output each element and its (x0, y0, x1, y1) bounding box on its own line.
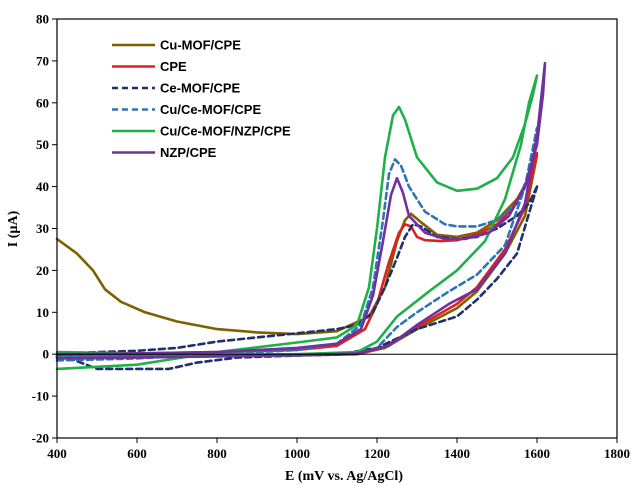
x-tick-label: 600 (127, 446, 147, 461)
y-tick-label: 0 (43, 347, 50, 362)
y-tick-label: 30 (36, 221, 49, 236)
x-tick-label: 400 (47, 446, 67, 461)
x-tick-label: 1000 (284, 446, 310, 461)
legend-label-nzp-cpe: NZP/CPE (160, 145, 217, 160)
x-tick-label: 800 (207, 446, 227, 461)
y-axis-title: I (µA) (6, 210, 21, 247)
legend-label-cu-mof-cpe: Cu-MOF/CPE (160, 38, 241, 53)
y-tick-label: 40 (36, 179, 49, 194)
x-axis: 400 600 800 1000 1200 1400 1600 1800 (47, 438, 630, 461)
legend-label-cu-ce-mof-cpe: Cu/Ce-MOF/CPE (160, 102, 261, 117)
x-tick-label: 1600 (524, 446, 550, 461)
y-tick-label: -20 (32, 431, 49, 446)
series-line-cu-ce-mof-cpe (55, 126, 539, 362)
plot-frame (56, 18, 618, 439)
y-tick-label: 50 (36, 137, 49, 152)
y-tick-label: 60 (36, 95, 49, 110)
legend-label-ce-mof-cpe: Ce-MOF/CPE (160, 81, 241, 96)
x-tick-label: 1200 (364, 446, 390, 461)
y-tick-label: 20 (36, 263, 49, 278)
legend-label-cu-ce-mof-nzp-cpe: Cu/Ce-MOF/NZP/CPE (160, 124, 291, 139)
x-tick-label: 1400 (444, 446, 470, 461)
y-tick-label: 70 (36, 53, 49, 68)
x-tick-label: 1800 (604, 446, 630, 461)
series-line-cpe (55, 151, 539, 359)
y-tick-label: -10 (32, 389, 49, 404)
series-line-nzp-cpe (55, 61, 547, 360)
series-line-cu-mof-cpe (55, 153, 539, 358)
y-tick-label: 80 (36, 12, 49, 27)
legend-label-cpe: CPE (160, 59, 187, 74)
legend: Cu-MOF/CPE CPE Ce-MOF/CPE Cu/Ce-MOF/CPE Cu/C… (112, 38, 291, 160)
y-tick-label: 10 (36, 305, 49, 320)
plot-lines (55, 61, 547, 371)
x-axis-title: E (mV vs. Ag/AgCl) (285, 469, 403, 484)
series-line-cu-ce-mof-nzp-cpe (55, 74, 539, 371)
y-axis: -20 -10 0 10 20 30 40 50 60 70 80 (32, 12, 57, 446)
